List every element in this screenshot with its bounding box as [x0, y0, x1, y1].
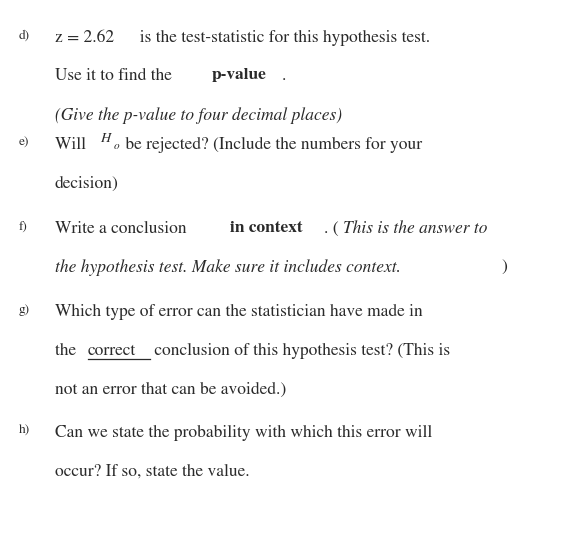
Text: d): d)	[18, 30, 29, 41]
Text: Use it to find the: Use it to find the	[55, 68, 176, 84]
Text: the: the	[55, 343, 80, 359]
Text: Which type of error can the statistician have made in: Which type of error can the statistician…	[55, 304, 423, 320]
Text: Write a conclusion: Write a conclusion	[55, 221, 191, 237]
Text: h): h)	[18, 425, 29, 437]
Text: correct: correct	[88, 343, 136, 359]
Text: .: .	[282, 68, 287, 84]
Text: in context: in context	[231, 221, 303, 235]
Text: This is the answer to: This is the answer to	[343, 221, 487, 237]
Text: not an error that can be avoided.): not an error that can be avoided.)	[55, 381, 286, 398]
Text: ): )	[501, 259, 507, 275]
Text: decision): decision)	[55, 176, 119, 192]
Text: p-value: p-value	[212, 68, 266, 82]
Text: Can we state the probability with which this error will: Can we state the probability with which …	[55, 425, 432, 441]
Text: is the test-statistic for this hypothesis test.: is the test-statistic for this hypothesi…	[131, 30, 431, 46]
Text: z = 2.62: z = 2.62	[55, 30, 114, 46]
Text: occur? If so, state the value.: occur? If so, state the value.	[55, 464, 250, 480]
Text: g): g)	[18, 304, 29, 316]
Text: f): f)	[18, 221, 27, 232]
Text: Will: Will	[55, 137, 90, 153]
Text: e): e)	[18, 137, 29, 149]
Text: the hypothesis test. Make sure it includes context.: the hypothesis test. Make sure it includ…	[55, 259, 401, 276]
Text: . (: . (	[324, 221, 339, 237]
Text: o: o	[114, 141, 120, 152]
Text: be rejected? (Include the numbers for your: be rejected? (Include the numbers for yo…	[121, 137, 422, 153]
Text: conclusion of this hypothesis test? (This is: conclusion of this hypothesis test? (Thi…	[150, 343, 450, 359]
Text: H: H	[101, 133, 111, 145]
Text: (Give the p-value to four decimal places): (Give the p-value to four decimal places…	[55, 107, 342, 124]
